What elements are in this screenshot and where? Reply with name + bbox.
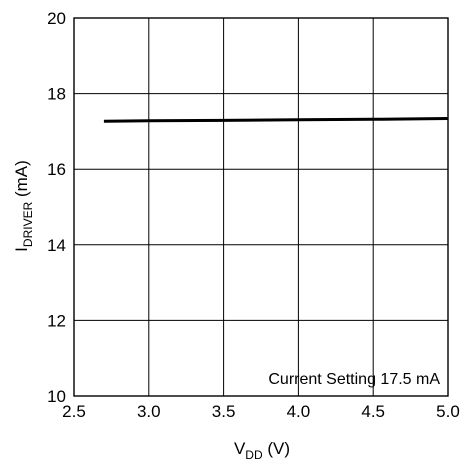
- x-axis-title: VDD (V): [234, 439, 290, 462]
- x-tick-label: 3.0: [137, 402, 161, 421]
- series-line: [103, 117, 449, 123]
- x-tick-labels: 2.5 3.0 3.5 4.0 4.5 5.0: [62, 402, 460, 421]
- plot-frame: [73, 17, 449, 397]
- plot-border: [73, 17, 449, 397]
- x-axis-title-sub: DD: [245, 448, 263, 462]
- y-tick-label: 14: [47, 236, 66, 255]
- x-tick-label: 4.5: [361, 402, 385, 421]
- y-tick-label: 16: [47, 160, 66, 179]
- series-layer: [103, 117, 449, 123]
- y-axis-title-main: I: [12, 247, 31, 252]
- x-tick-label: 5.0: [436, 402, 460, 421]
- x-axis-title-main: V: [234, 439, 246, 458]
- y-axis-title: IDRIVER (mA): [12, 160, 35, 252]
- y-tick-label: 20: [47, 9, 66, 28]
- x-axis-title-unit: (V): [263, 439, 290, 458]
- grid: [74, 18, 448, 396]
- x-tick-label: 3.5: [212, 402, 236, 421]
- x-tick-label: 4.0: [287, 402, 311, 421]
- y-axis-title-sub: DRIVER: [21, 201, 35, 247]
- x-tick-label: 2.5: [62, 402, 86, 421]
- y-axis-title-unit: (mA): [12, 160, 31, 202]
- y-tick-label: 10: [47, 387, 66, 406]
- y-tick-label: 18: [47, 85, 66, 104]
- y-tick-labels: 10 12 14 16 18 20: [47, 9, 66, 406]
- annotation-current-setting: Current Setting 17.5 mA: [268, 371, 440, 388]
- y-tick-label: 12: [47, 311, 66, 330]
